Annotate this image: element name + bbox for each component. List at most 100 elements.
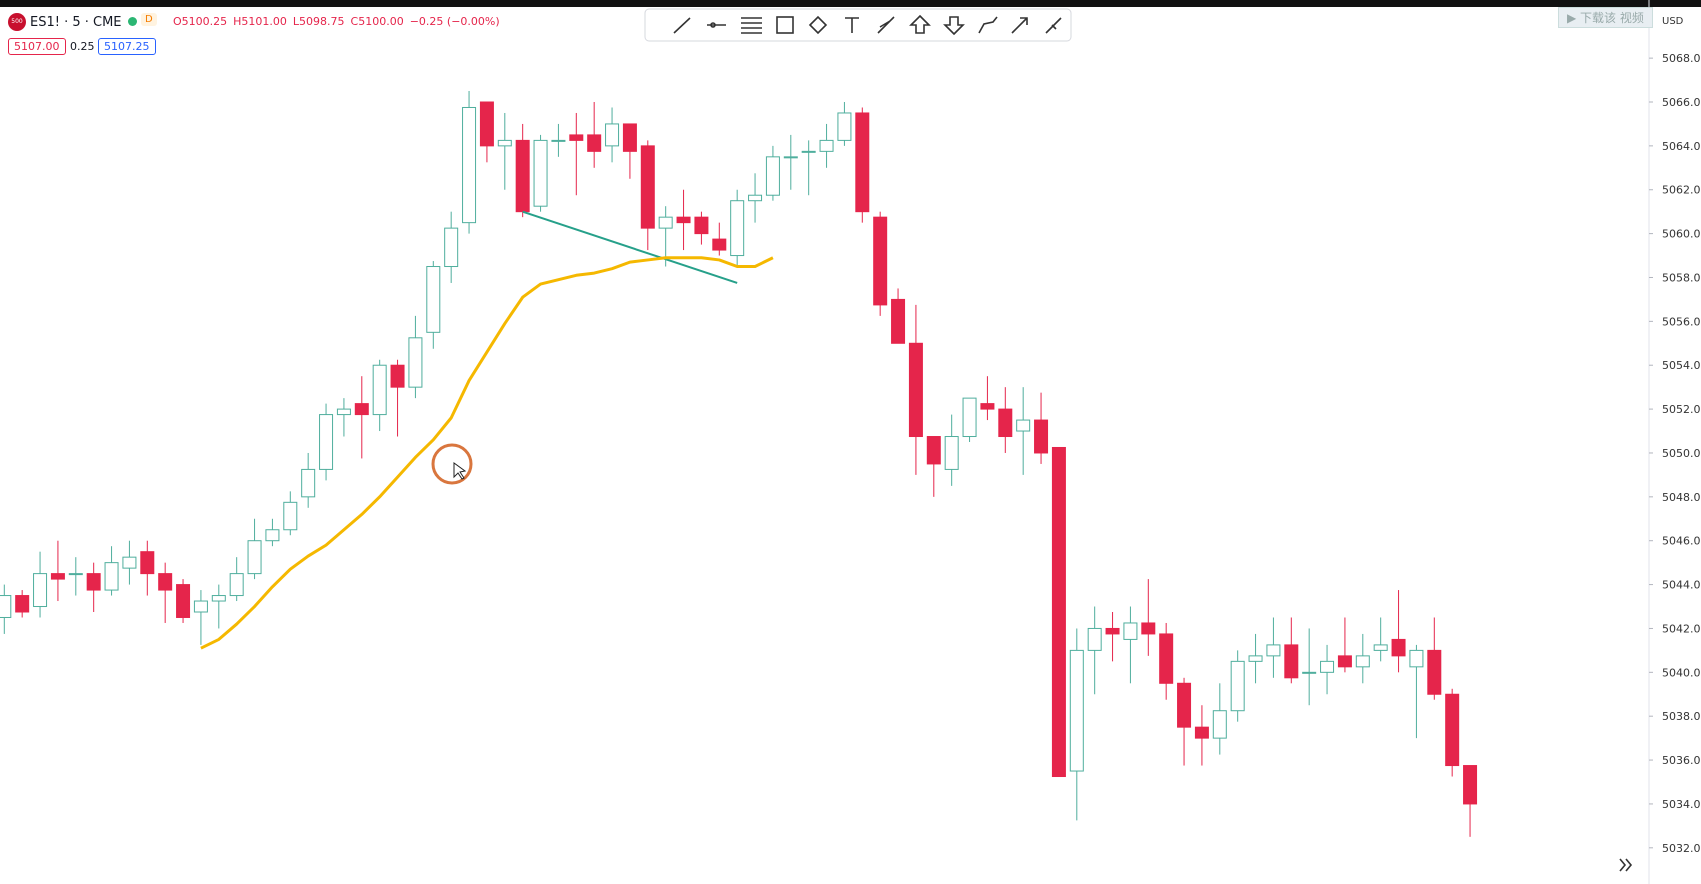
- status-badge: D: [141, 13, 157, 26]
- candle-body: [569, 134, 584, 141]
- cursor-highlight: [431, 443, 473, 485]
- candle-body: [479, 101, 494, 147]
- y-tick-label: 5034.00: [1662, 798, 1701, 811]
- candle-body: [908, 342, 923, 438]
- candle-body: [783, 156, 798, 159]
- candle-body: [837, 112, 852, 141]
- candle-body: [1427, 649, 1442, 695]
- candle-body: [1284, 644, 1299, 679]
- candle-body: [944, 436, 959, 470]
- candle-body: [354, 403, 369, 416]
- candle-body: [891, 298, 906, 344]
- y-tick-label: 5042.00: [1662, 622, 1701, 635]
- candle-body: [1355, 655, 1370, 668]
- spread: 0.25: [70, 40, 95, 53]
- y-tick-label: 5044.00: [1662, 579, 1701, 592]
- candle-body: [1445, 693, 1460, 767]
- drawing-toolbar[interactable]: [644, 8, 1072, 42]
- candle-body: [283, 501, 298, 531]
- y-tick-label: 5064.00: [1662, 140, 1701, 153]
- buy-price[interactable]: 5107.25: [98, 38, 156, 55]
- candle-body: [962, 397, 977, 438]
- candle-body: [1034, 419, 1049, 454]
- candle-body: [1391, 638, 1406, 657]
- trend-line: [522, 210, 738, 284]
- candle-body: [712, 238, 727, 251]
- candle-body: [1123, 622, 1138, 640]
- candle-body: [873, 216, 888, 306]
- candle-body: [390, 364, 405, 388]
- y-tick-label: 5048.00: [1662, 491, 1701, 504]
- candle-body: [33, 573, 48, 608]
- candle-body: [1177, 682, 1192, 728]
- y-tick-label: 5058.00: [1662, 271, 1701, 284]
- candle-body: [1302, 671, 1317, 674]
- candle-body: [1159, 633, 1174, 684]
- candle-body: [730, 200, 745, 257]
- candle-body: [1337, 655, 1352, 668]
- candle-body: [515, 139, 530, 213]
- sell-price[interactable]: 5107.00: [8, 38, 66, 55]
- candle-body: [497, 139, 512, 147]
- candle-body: [1463, 765, 1478, 805]
- candle-body: [140, 551, 155, 575]
- candle-body: [1069, 649, 1084, 772]
- candle-body: [86, 573, 101, 591]
- ohlc-value: C5100.00: [350, 15, 404, 28]
- candle-body: [1266, 644, 1281, 657]
- candle-body: [176, 584, 191, 618]
- candle-body: [801, 150, 816, 153]
- candle-body: [605, 123, 620, 147]
- scroll-button[interactable]: [1611, 852, 1639, 878]
- candle-body: [319, 414, 334, 470]
- ohlc-value: −0.25 (−0.00%): [409, 15, 500, 28]
- candle-body: [372, 364, 387, 416]
- candle-body: [855, 112, 870, 213]
- symbol-logo: 500: [8, 13, 26, 31]
- candle-body: [622, 123, 637, 152]
- ohlc-value: H5101.00: [233, 15, 287, 28]
- y-tick-label: 5040.00: [1662, 666, 1701, 679]
- candle-body: [1141, 622, 1156, 635]
- currency-label: USD: [1662, 16, 1684, 27]
- candle-body: [408, 337, 423, 388]
- ohlc-legend: O5100.25 H5101.00 L5098.75 C5100.00 −0.25 (−…: [173, 15, 506, 28]
- candle-body: [587, 134, 602, 152]
- candle-body: [658, 216, 673, 229]
- y-tick-label: 5046.00: [1662, 535, 1701, 548]
- y-tick-label: 5050.00: [1662, 447, 1701, 460]
- candle-body: [980, 403, 995, 410]
- candle-body: [1016, 419, 1031, 432]
- candle-body: [1194, 726, 1209, 739]
- candle-body: [694, 216, 709, 235]
- candle-body: [462, 106, 477, 224]
- candle-body: [1230, 660, 1245, 712]
- candle-body: [1409, 649, 1424, 668]
- candle-body: [50, 573, 65, 580]
- candle-body: [68, 573, 83, 576]
- candle-body: [336, 408, 351, 416]
- candle-body: [998, 408, 1013, 438]
- symbol-title[interactable]: ES1! · 5 · CME: [30, 15, 122, 30]
- y-tick-label: 5038.00: [1662, 710, 1701, 723]
- y-tick-label: 5066.00: [1662, 96, 1701, 109]
- candle-body: [158, 573, 173, 591]
- y-tick-label: 5052.00: [1662, 403, 1701, 416]
- y-tick-label: 5054.00: [1662, 359, 1701, 372]
- y-tick-label: 5062.00: [1662, 184, 1701, 197]
- ohlc-value: O5100.25: [173, 15, 228, 28]
- candle-body: [426, 266, 441, 333]
- candle-body: [1051, 446, 1066, 778]
- candle-body: [640, 145, 655, 229]
- top-bar: [0, 0, 1701, 7]
- candle-body: [533, 139, 548, 207]
- candle-body: [551, 139, 566, 142]
- candle-body: [104, 562, 119, 591]
- watermark: ▶ 下载该 视频: [1558, 7, 1653, 28]
- candle-body: [247, 540, 262, 575]
- candle-body: [676, 216, 691, 224]
- candle-body: [193, 600, 208, 613]
- y-tick-label: 5056.00: [1662, 315, 1701, 328]
